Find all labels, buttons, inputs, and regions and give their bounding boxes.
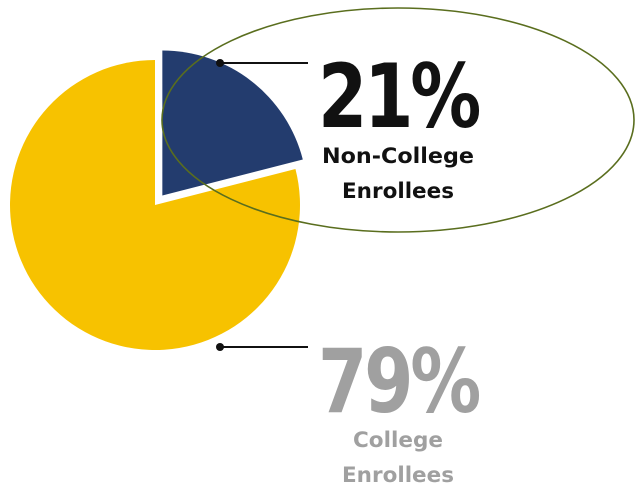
- slice-percent-label: 21%: [318, 45, 479, 148]
- pie-slice-college: [9, 60, 300, 350]
- slice-category-label: College: [353, 428, 443, 452]
- highlight-ellipse: [161, 7, 635, 233]
- pie-slice-non-college: [162, 50, 303, 196]
- slice-percent-label: 79%: [318, 330, 479, 433]
- slice-category-label: Enrollees: [342, 463, 454, 487]
- slice-category-label: Non-College: [322, 144, 474, 168]
- leader-dot: [216, 343, 224, 351]
- leader-dot: [216, 59, 224, 67]
- slice-category-label: Enrollees: [342, 179, 454, 203]
